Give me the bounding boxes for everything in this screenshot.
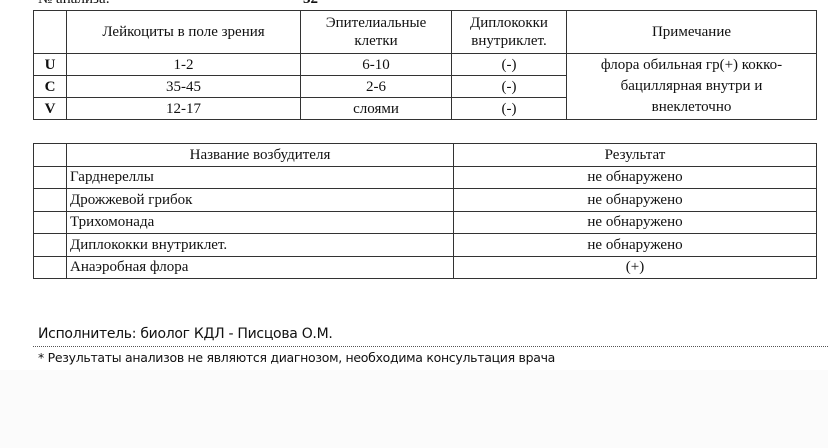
blank-cell [33,165,67,189]
analysis-number: 32 [303,0,318,8]
note-cell: флора обильная гр(+) кокко-бациллярная в… [566,53,817,120]
header-cell [33,143,67,167]
row-label: U [33,53,67,76]
disclaimer: * Результаты анализов не являются диагно… [38,350,556,365]
result-cell: не обнаружено [453,233,817,257]
table-row: U 1-2 6-10 (-) флора обильная гр(+) кокк… [33,53,817,120]
header-cell: Эпителиальные клетки [300,10,452,54]
diplococci-cell: (-) [451,97,567,120]
pathogen-name: Дрожжевой грибок [66,188,454,212]
epithelial-cell: 2-6 [300,75,452,98]
row-label: C [33,75,67,98]
pathogen-name: Гарднереллы [66,165,454,189]
blank-cell [33,255,67,279]
table-row: Анаэробная флора (+) [33,255,817,279]
leukocytes-cell: 1-2 [66,53,301,76]
pathogen-name: Диплококки внутриклет. [66,233,454,257]
leukocytes-cell: 35-45 [66,75,301,98]
table-row: Дрожжевой грибок не обнаружено [33,188,817,212]
header-cell [33,10,67,54]
result-cell: не обнаружено [453,188,817,212]
header-cell: Результат [453,143,817,167]
dotted-divider [33,346,828,347]
page-bottom [0,370,828,448]
pathogen-name: Анаэробная флора [66,255,454,279]
smear-table: Лейкоциты в поле зрения Эпителиальные кл… [33,10,817,120]
result-cell: (+) [453,255,817,279]
blank-cell [33,233,67,257]
epithelial-cell: слоями [300,97,452,120]
table-row: Гарднереллы не обнаружено [33,165,817,189]
table-row: Трихомонада не обнаружено [33,210,817,234]
header-cell: Название возбудителя [66,143,454,167]
table-row: V 12-17 слоями (-) [33,97,817,120]
pathogen-name: Трихомонада [66,210,454,234]
epithelial-cell: 6-10 [300,53,452,76]
row-label: V [33,97,67,120]
blank-cell [33,210,67,234]
diplococci-cell: (-) [451,53,567,76]
header-cell: Примечание [566,10,817,54]
result-cell: не обнаружено [453,210,817,234]
executor-line: Исполнитель: биолог КДЛ - Писцова О.М. [38,326,333,342]
analysis-label: № анализа: [38,0,110,8]
result-cell: не обнаружено [453,165,817,189]
table-header: Название возбудителя Результат [33,143,817,167]
table-header: Лейкоциты в поле зрения Эпителиальные кл… [33,10,817,54]
diplococci-cell: (-) [451,75,567,98]
leukocytes-cell: 12-17 [66,97,301,120]
blank-cell [33,188,67,212]
table-row: Диплококки внутриклет. не обнаружено [33,233,817,257]
pathogen-table: Название возбудителя Результат Гарднерел… [33,143,817,279]
header-cell: Лейкоциты в поле зрения [66,10,301,54]
header-cell: Диплококки внутриклет. [451,10,567,54]
